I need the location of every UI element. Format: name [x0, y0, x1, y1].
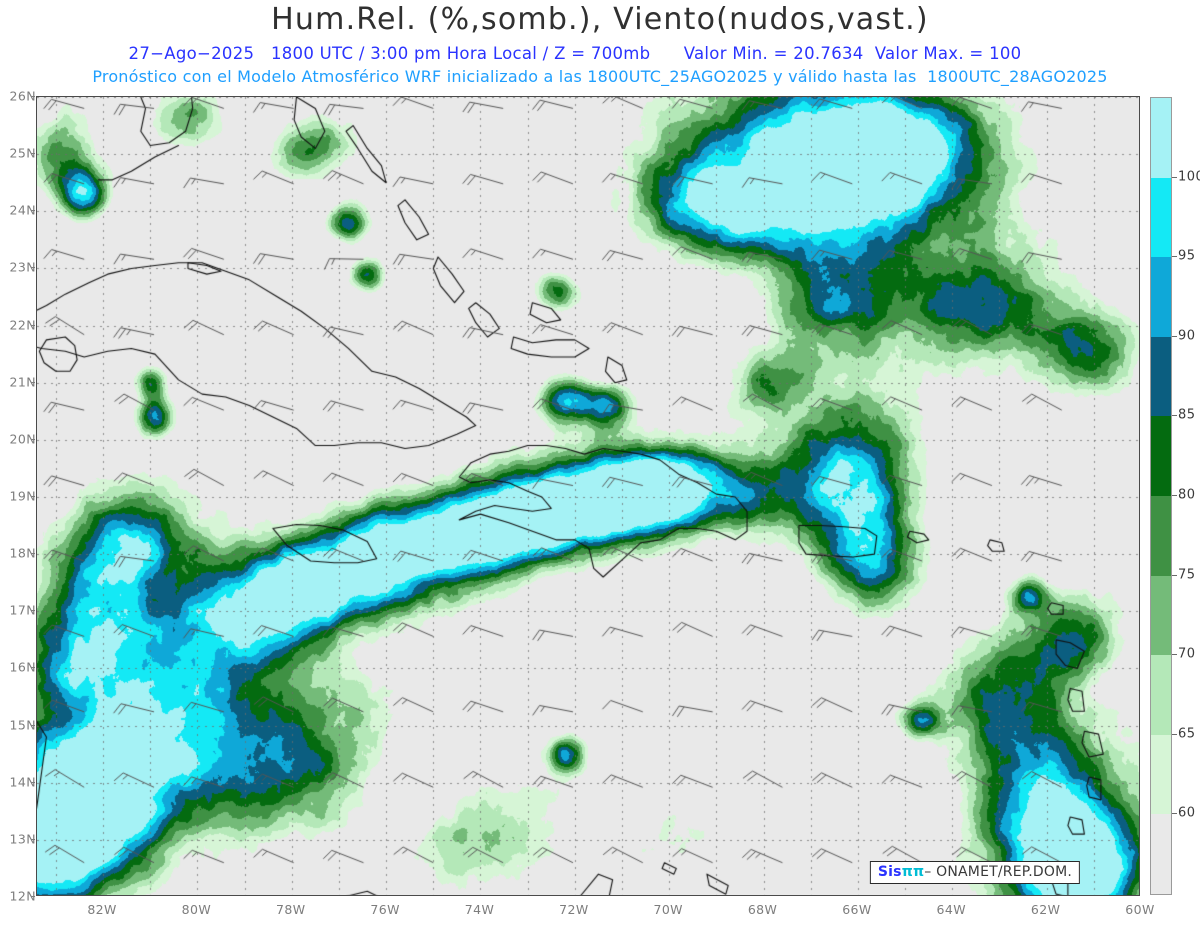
colorbar-tick-mark [1172, 256, 1177, 258]
chart-subtitle-model: Pronóstico con el Modelo Atmosférico WRF… [92, 67, 1108, 86]
colorbar-band [1151, 734, 1171, 815]
lon-tick-label: 80W [181, 902, 212, 917]
colorbar-band [1151, 495, 1171, 576]
lat-tick-mark [31, 210, 35, 212]
chart-header: Hum.Rel. (%,somb.), Viento(nudos,vast.) … [0, 0, 1200, 92]
lat-tick-label: 26N [9, 88, 36, 104]
lat-tick-label: 13N [9, 831, 36, 847]
colorbar-tick-label: 60 [1178, 805, 1196, 821]
colorbar-band [1151, 336, 1171, 417]
colorbar-tick-mark [1172, 176, 1177, 178]
lat-tick-mark [31, 324, 35, 326]
lon-tick-label: 78W [276, 902, 306, 917]
colorbar-tick-mark [1172, 415, 1177, 417]
lat-tick-mark [31, 667, 35, 669]
lat-tick-label: 17N [9, 602, 36, 618]
lon-tick-label: 74W [464, 902, 495, 917]
colorbar-tick-label: 80 [1178, 487, 1196, 503]
colorbar-tick-mark [1172, 733, 1177, 735]
colorbar-band [1151, 177, 1171, 258]
lat-tick-label: 24N [9, 202, 36, 218]
lat-tick-mark [31, 610, 35, 612]
onamet-logo: Sisππ– ONAMET/REP.DOM. [869, 861, 1080, 884]
map-plot-area [36, 96, 1140, 896]
colorbar-band [1151, 814, 1171, 894]
lat-tick-mark [31, 724, 35, 726]
lon-tick-label: 62W [1030, 902, 1061, 917]
colorbar-tick-mark [1172, 813, 1177, 815]
colorbar: 100 95 90 85 80 75 70 65 60 [1150, 97, 1200, 895]
lat-tick-mark [31, 896, 35, 897]
lat-tick-mark [31, 96, 35, 97]
lat-tick-label: 12N [9, 888, 36, 904]
chart-title: Hum.Rel. (%,somb.), Viento(nudos,vast.) [271, 2, 929, 37]
lat-tick-label: 15N [9, 717, 36, 733]
lon-tick-label: 70W [653, 902, 683, 917]
colorbar-tick-mark [1172, 335, 1177, 337]
colorbar-tick-label: 90 [1178, 328, 1196, 344]
colorbar-tick-label: 100 [1178, 169, 1200, 185]
colorbar-tick-label: 95 [1178, 248, 1196, 264]
lat-tick-label: 16N [9, 659, 36, 675]
lat-tick-label: 23N [9, 259, 36, 275]
lat-tick-mark [31, 781, 35, 783]
lat-tick-mark [31, 496, 35, 497]
lat-tick-mark [31, 153, 35, 155]
colorbar-band [1151, 98, 1171, 178]
lon-tick-label: 66W [842, 902, 872, 917]
lat-tick-mark [31, 381, 35, 383]
colorbar-band [1151, 257, 1171, 337]
lat-tick-mark [31, 438, 35, 440]
colorbar-band [1151, 575, 1171, 656]
lon-tick-label: 60W [1125, 902, 1155, 917]
colorbar-tick-mark [1172, 654, 1177, 656]
lat-tick-label: 20N [9, 431, 36, 447]
colorbar-tick-label: 75 [1178, 567, 1196, 583]
logo-pi-icon: ππ [901, 864, 925, 880]
humidity-field-canvas [37, 97, 1139, 895]
colorbar-tick-label: 85 [1178, 407, 1196, 423]
lat-tick-label: 18N [9, 545, 36, 561]
lon-tick-label: 72W [559, 902, 589, 917]
lat-tick-label: 22N [9, 317, 36, 333]
lon-tick-label: 82W [87, 902, 117, 917]
lat-tick-label: 19N [9, 488, 36, 504]
colorbar-band [1151, 416, 1171, 496]
colorbar-tick-label: 65 [1178, 726, 1196, 742]
colorbar-band [1151, 655, 1171, 735]
colorbar-gradient [1150, 97, 1172, 895]
lat-tick-label: 25N [9, 145, 36, 161]
lat-tick-mark [31, 553, 35, 555]
colorbar-tick-label: 70 [1178, 646, 1196, 662]
lat-tick-label: 21N [9, 374, 36, 390]
colorbar-tick-mark [1172, 574, 1177, 576]
lat-tick-label: 14N [9, 774, 36, 790]
lat-tick-mark [31, 267, 35, 269]
chart-subtitle-datetime: 27−Ago−2025 1800 UTC / 3:00 pm Hora Loca… [128, 44, 1022, 63]
lon-tick-label: 68W [747, 902, 778, 917]
lat-tick-mark [31, 838, 35, 840]
lon-tick-label: 76W [370, 902, 400, 917]
logo-sis-text: Sis [877, 864, 902, 880]
logo-agency-text: – ONAMET/REP.DOM. [924, 864, 1072, 880]
lon-tick-label: 64W [936, 902, 967, 917]
colorbar-tick-mark [1172, 495, 1177, 496]
